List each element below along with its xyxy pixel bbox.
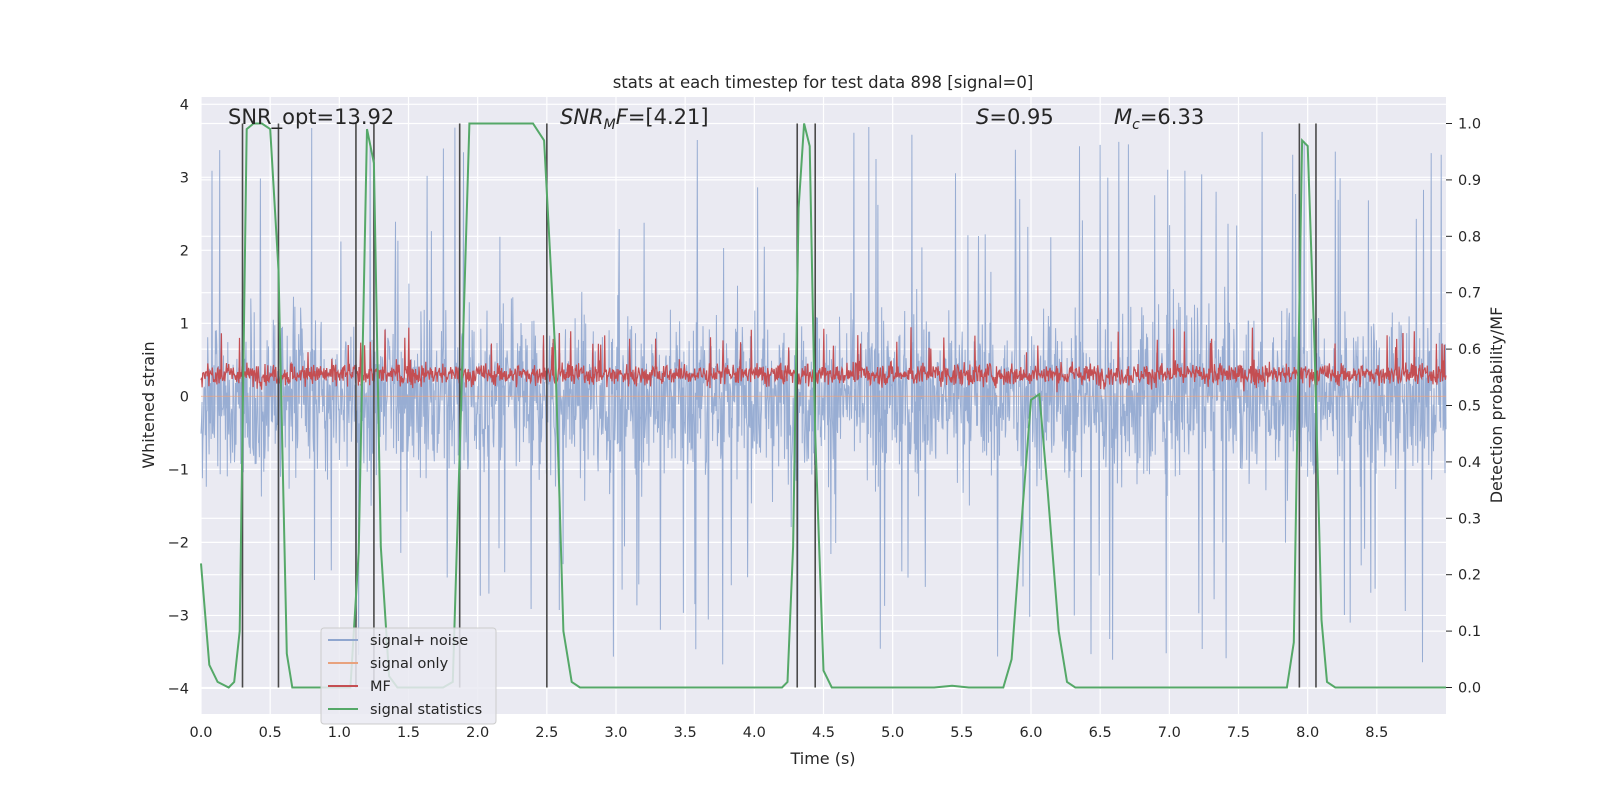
s-symbol: S bbox=[976, 105, 989, 129]
mf-line bbox=[200, 327, 1447, 393]
mc-annotation: Mc=6.33 bbox=[1114, 105, 1204, 133]
y2-axis-label: Detection probability/MF bbox=[1487, 307, 1506, 504]
x-tick-label: 5.0 bbox=[881, 725, 904, 741]
legend-label-noise: signal+ noise bbox=[370, 633, 468, 649]
snr-mf-value: =[4.21] bbox=[628, 105, 709, 129]
y2-tick-label: 0.2 bbox=[1458, 568, 1481, 584]
y2-tick-label: 0.1 bbox=[1458, 624, 1481, 640]
x-tick-label: 6.0 bbox=[1019, 725, 1042, 741]
mc-value: =6.33 bbox=[1140, 105, 1204, 129]
y2-tick-label: 0.7 bbox=[1458, 286, 1481, 302]
legend-label-mf: MF bbox=[370, 679, 391, 695]
y2-tick-label: 1.0 bbox=[1458, 117, 1481, 133]
signal-statistics-line bbox=[200, 122, 1446, 689]
x-tick-label: 2.0 bbox=[466, 725, 489, 741]
x-tick-label: 3.0 bbox=[604, 725, 627, 741]
y-tick-label: −3 bbox=[168, 608, 189, 624]
y2-tick-label: 0.6 bbox=[1458, 342, 1481, 358]
snr-mf-subscript: M bbox=[604, 117, 616, 133]
y2-tick-label: 0.5 bbox=[1458, 399, 1481, 415]
snr-mf-annotation: SNRMF=[4.21] bbox=[560, 105, 709, 133]
y2-tick-label: 0.8 bbox=[1458, 229, 1481, 245]
mf-series bbox=[200, 327, 1447, 393]
signal-statistics-series bbox=[200, 122, 1446, 689]
x-tick-label: 5.5 bbox=[950, 725, 973, 741]
y-tick-label: 4 bbox=[180, 97, 189, 113]
y-tick-label: 0 bbox=[180, 389, 189, 405]
y-tick-label: −2 bbox=[168, 535, 189, 551]
mc-subscript: c bbox=[1132, 117, 1140, 133]
x-tick-label: 0.5 bbox=[259, 725, 282, 741]
y-tick-label: −1 bbox=[168, 462, 189, 478]
snr-mf-tail: F bbox=[616, 105, 629, 129]
x-tick-label: 8.5 bbox=[1365, 725, 1388, 741]
s-annotation: S=0.95 bbox=[976, 105, 1054, 129]
y-axis-ticks: 4 3 2 1 0 −1 −2 −3 −4 bbox=[168, 97, 189, 697]
y-axis-label: Whitened strain bbox=[139, 341, 158, 468]
x-tick-label: 6.5 bbox=[1089, 725, 1112, 741]
legend-box bbox=[320, 627, 497, 725]
y-tick-label: 2 bbox=[180, 243, 189, 259]
mc-symbol: M bbox=[1114, 105, 1132, 129]
snr-opt-annotation: SNR_opt=13.92 bbox=[228, 105, 394, 130]
snr-mf-symbol: SNR bbox=[560, 105, 604, 129]
y2-tick-label: 0.4 bbox=[1458, 455, 1481, 471]
y-tick-label: 1 bbox=[180, 316, 189, 332]
y2-tick-label: 0.9 bbox=[1458, 173, 1481, 189]
x-tick-label: 7.0 bbox=[1158, 725, 1181, 741]
x-tick-label: 4.0 bbox=[743, 725, 766, 741]
y2-tick-label: 0.0 bbox=[1458, 680, 1481, 696]
x-tick-label: 7.5 bbox=[1227, 725, 1250, 741]
signal-noise-series bbox=[200, 126, 1447, 665]
x-tick-label: 2.5 bbox=[535, 725, 558, 741]
x-tick-label: 1.0 bbox=[328, 725, 351, 741]
x-axis-label: Time (s) bbox=[789, 749, 855, 768]
chart-title: stats at each timestep for test data 898… bbox=[613, 73, 1034, 92]
legend-label-stat: signal statistics bbox=[370, 702, 482, 718]
x-tick-label: 0.0 bbox=[189, 725, 212, 741]
legend-label-signal-only: signal only bbox=[370, 656, 449, 672]
legend: signal+ noise signal only MF signal stat… bbox=[320, 627, 497, 725]
y2-tick-label: 0.3 bbox=[1458, 511, 1481, 527]
x-axis-ticks: 0.0 0.5 1.0 1.5 2.0 2.5 3.0 3.5 4.0 4.5 5.0 5.5 6.0 6… bbox=[189, 725, 1388, 741]
x-tick-label: 1.5 bbox=[397, 725, 420, 741]
y2-axis-ticks: 1.0 0.9 0.8 0.7 0.6 0.5 0.4 0.3 0.2 0.1 0.0 bbox=[1446, 117, 1481, 696]
x-tick-label: 4.5 bbox=[812, 725, 835, 741]
y-tick-label: 3 bbox=[180, 170, 189, 186]
x-tick-label: 8.0 bbox=[1296, 725, 1319, 741]
noise-line bbox=[200, 126, 1447, 665]
x-tick-label: 3.5 bbox=[674, 725, 697, 741]
y-tick-label: −4 bbox=[168, 681, 189, 697]
s-value: =0.95 bbox=[989, 105, 1053, 129]
